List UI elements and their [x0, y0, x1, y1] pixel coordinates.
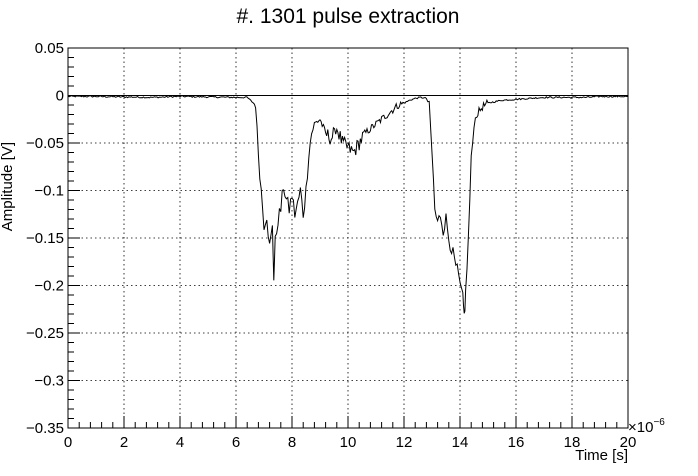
chart-title: #. 1301 pulse extraction	[237, 5, 460, 28]
plot-area	[67, 95, 629, 314]
x-tick-label: 14	[452, 434, 469, 451]
x-tick-label: 2	[120, 434, 128, 451]
tick-labels: 0 2 4 6 8 10 12 14 16 18 20 0.05 0 −0.05 −0.1 −0.15 −0.2…	[26, 40, 636, 451]
plot-frame	[67, 47, 629, 429]
y-axis-label: Amplitude [V]	[0, 142, 16, 231]
x-tick-label: 16	[508, 434, 525, 451]
y-tick-label: −0.05	[26, 135, 64, 152]
x-tick-label: 4	[176, 434, 184, 451]
x-tick-label: 0	[64, 434, 72, 451]
x-tick-label: 18	[564, 434, 581, 451]
y-tick-label: −0.25	[26, 325, 64, 342]
grid	[68, 48, 628, 428]
x-axis-label: Time [s]	[575, 447, 628, 464]
y-tick-label: 0.05	[35, 40, 64, 57]
y-tick-label: −0.2	[34, 278, 64, 295]
x-tick-label: 10	[340, 434, 357, 451]
y-tick-label: −0.15	[26, 230, 64, 247]
x-axis-exponent: ×10−6	[628, 417, 665, 436]
x-tick-label: 20	[620, 434, 637, 451]
x-tick-label: 12	[396, 434, 413, 451]
x-axis-exponent-power: −6	[653, 417, 665, 428]
y-tick-label: −0.3	[34, 373, 64, 390]
y-tick-label: 0	[56, 88, 64, 105]
y-tick-label: −0.1	[34, 183, 64, 200]
x-axis-exponent-base: ×10	[628, 419, 653, 436]
y-tick-label: −0.35	[26, 420, 64, 437]
x-tick-label: 6	[232, 434, 240, 451]
x-tick-label: 8	[288, 434, 296, 451]
series-line	[67, 95, 629, 314]
